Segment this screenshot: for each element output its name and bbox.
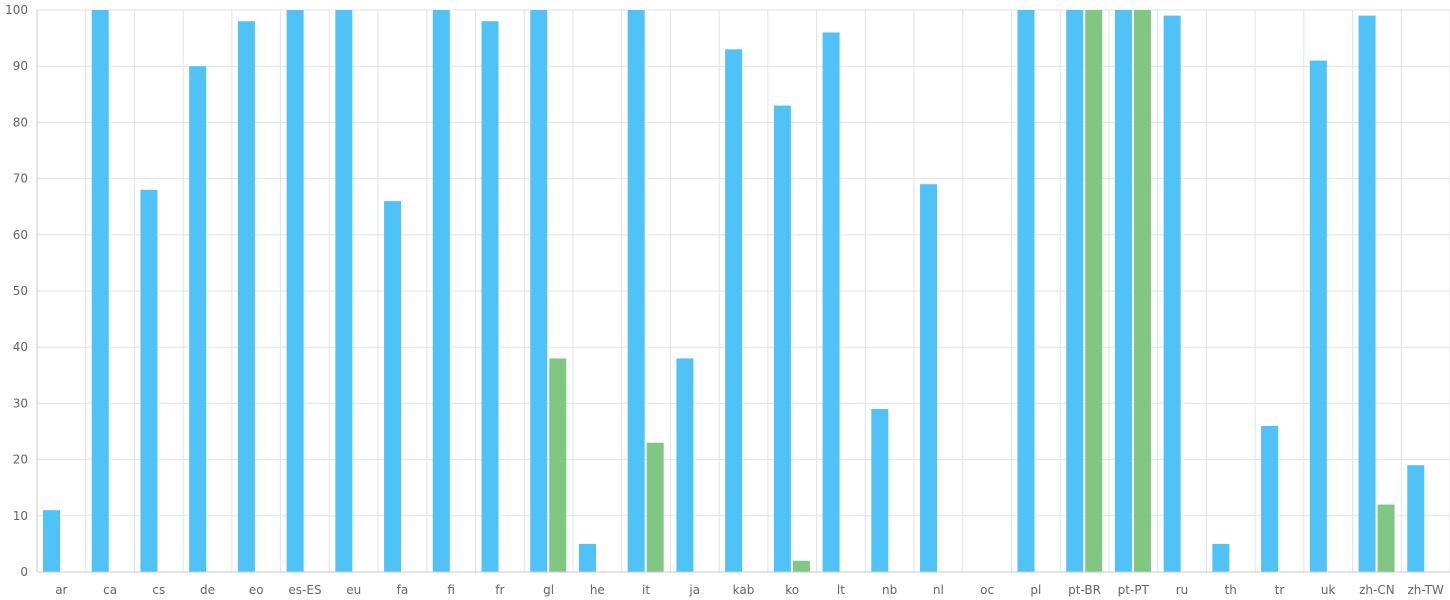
bar-eo-series1 [237, 21, 255, 573]
bar-pt-PT-series2 [1133, 10, 1151, 572]
bar-pt-PT-series1 [1114, 10, 1132, 572]
bar-ko-series1 [773, 105, 791, 572]
x-tick-label: fr [495, 583, 504, 597]
bar-pt-BR-series1 [1066, 10, 1084, 572]
bar-cs-series1 [140, 189, 158, 572]
bar-ca-series1 [91, 10, 109, 572]
y-tick-labels: 0 10 20 30 40 50 60 70 80 90 100 [5, 3, 28, 579]
x-tick-label: eo [249, 583, 264, 597]
x-tick-label: lt [837, 583, 845, 597]
x-tick-label: de [200, 583, 215, 597]
bar-de-series1 [189, 66, 207, 572]
x-tick-label: pt-PT [1118, 583, 1150, 597]
bar-nl-series1 [920, 184, 938, 572]
x-tick-label: nl [933, 583, 944, 597]
x-tick-label: nb [882, 583, 897, 597]
x-tick-label: ar [55, 583, 67, 597]
bar-th-series1 [1212, 543, 1230, 572]
bar-kab-series1 [725, 49, 743, 572]
bar-gl-series2 [549, 358, 567, 572]
bar-ko-series2 [792, 560, 810, 572]
bar-pt-BR-series2 [1085, 10, 1103, 572]
x-tick-label: zh-TW [1407, 583, 1443, 597]
y-tick-label: 70 [13, 172, 28, 186]
x-tick-label: tr [1275, 583, 1285, 597]
bars [43, 10, 1425, 573]
y-tick-label: 50 [13, 284, 28, 298]
y-tick-label: 10 [13, 509, 28, 523]
bar-ar-series1 [43, 510, 60, 572]
y-tick-label: 30 [13, 396, 28, 410]
bar-it-series1 [627, 10, 645, 572]
bar-ja-series1 [676, 358, 694, 572]
x-tick-label: he [590, 583, 605, 597]
bar-fr-series1 [481, 21, 499, 573]
x-tick-label: kab [733, 583, 755, 597]
x-tick-label: ru [1176, 583, 1189, 597]
x-tick-label: it [642, 583, 650, 597]
x-tick-label: gl [543, 583, 554, 597]
bar-nb-series1 [871, 409, 889, 572]
bar-pl-series1 [1017, 10, 1035, 572]
bar-gl-series1 [530, 10, 548, 572]
bar-zh-CN-series1 [1358, 15, 1376, 573]
x-tick-label: oc [980, 583, 994, 597]
x-tick-label: eu [346, 583, 361, 597]
y-tick-label: 0 [20, 565, 28, 579]
y-tick-label: 60 [13, 228, 28, 242]
bar-fi-series1 [432, 10, 450, 572]
x-tick-label: es-ES [288, 583, 321, 597]
y-tick-label: 80 [13, 115, 28, 129]
bar-it-series2 [646, 442, 664, 572]
x-tick-labels: ar ca cs de eo es-ES eu fa fi fr gl he it ja kab ko lt nb… [55, 583, 1444, 597]
x-tick-label: pl [1030, 583, 1041, 597]
y-tick-label: 20 [13, 453, 28, 467]
bar-ru-series1 [1163, 15, 1181, 573]
x-tick-label: ca [103, 583, 117, 597]
axes [36, 10, 1450, 573]
bar-he-series1 [578, 543, 596, 572]
bar-uk-series1 [1309, 60, 1327, 573]
bar-fa-series1 [384, 201, 402, 572]
bar-zh-TW-series1 [1407, 465, 1425, 572]
bar-zh-CN-series2 [1377, 504, 1395, 572]
x-tick-label: uk [1321, 583, 1336, 597]
bar-eu-series1 [335, 10, 353, 572]
x-tick-label: ja [688, 583, 700, 597]
y-tick-label: 100 [5, 3, 28, 17]
x-tick-label: th [1225, 583, 1237, 597]
y-tick-label: 90 [13, 59, 28, 73]
x-tick-label: fi [447, 583, 455, 597]
x-tick-label: cs [152, 583, 165, 597]
bar-es-ES-series1 [286, 10, 304, 572]
bar-lt-series1 [822, 32, 840, 573]
bar-tr-series1 [1261, 425, 1279, 572]
x-tick-label: fa [397, 583, 409, 597]
x-tick-label: pt-BR [1068, 583, 1101, 597]
x-tick-label: zh-CN [1359, 583, 1395, 597]
x-tick-label: ko [785, 583, 799, 597]
y-tick-label: 40 [13, 340, 28, 354]
